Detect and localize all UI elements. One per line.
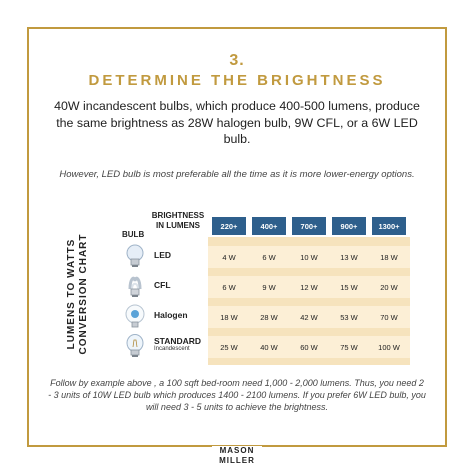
table-cell: 60 W [300, 343, 318, 352]
conversion-table [208, 237, 410, 365]
chart-side-title-line2: CONVERSION CHART [78, 233, 89, 355]
chart-side-title-line1: LUMENS TO WATTS [66, 238, 77, 350]
brightness-header-line2: IN LUMENS [156, 221, 200, 230]
table-row [208, 336, 410, 358]
lumens-column-header: 1300+ [372, 217, 406, 235]
table-cell: 20 W [380, 283, 398, 292]
bulb-label-cfl: CFL [154, 280, 171, 290]
table-cell: 28 W [260, 313, 278, 322]
table-cell: 6 W [222, 283, 236, 292]
note-paragraph: However, LED bulb is most preferable all… [59, 169, 415, 180]
bulb-label-standard: STANDARD Incandescent [154, 336, 201, 352]
table-row [208, 246, 410, 268]
bulb-label-standard-text: STANDARD [154, 336, 202, 346]
led-bulb-icon [126, 244, 144, 267]
bulb-column-header: BULB [122, 230, 145, 239]
table-cell: 100 W [378, 343, 400, 352]
logo-line1: MASON [219, 446, 255, 455]
brightness-header-line1: BRIGHTNESS [151, 211, 205, 220]
table-cell: 40 W [260, 343, 278, 352]
table-cell: 9 W [262, 283, 276, 292]
table-cell: 25 W [220, 343, 238, 352]
lumens-column-header: 900+ [332, 217, 366, 235]
table-cell: 15 W [340, 283, 358, 292]
table-cell: 6 W [262, 253, 276, 262]
table-cell: 18 W [220, 313, 238, 322]
table-cell: 10 W [300, 253, 318, 262]
table-row [208, 306, 410, 328]
table-cell: 75 W [340, 343, 358, 352]
chart-side-title: LUMENS TO WATTS CONVERSION CHART [54, 228, 102, 360]
table-cell: 12 W [300, 283, 318, 292]
step-number: 3. [229, 52, 245, 69]
brand-logo: MASON MILLER [212, 446, 262, 474]
table-row [208, 276, 410, 298]
logo-line2: MILLER [219, 456, 255, 465]
table-cell: 70 W [380, 313, 398, 322]
halogen-bulb-icon [125, 304, 145, 328]
table-cell: 4 W [222, 253, 236, 262]
table-cell: 18 W [380, 253, 398, 262]
table-cell: 42 W [300, 313, 318, 322]
incandescent-bulb-icon [126, 334, 144, 357]
bulb-label-halogen: Halogen [154, 310, 188, 320]
bulb-label-led: LED [154, 250, 171, 260]
table-cell: 13 W [340, 253, 358, 262]
lumens-column-header: 700+ [292, 217, 326, 235]
brightness-header: BRIGHTNESS IN LUMENS [146, 211, 210, 231]
section-title: DETERMINE THE BRIGHTNESS [88, 72, 386, 89]
lumens-column-header: 400+ [252, 217, 286, 235]
intro-paragraph: 40W incandescent bulbs, which produce 40… [54, 99, 420, 146]
example-footnote: Follow by example above , a 100 sqft bed… [48, 378, 426, 412]
table-cell: 53 W [340, 313, 358, 322]
cfl-bulb-icon [128, 276, 142, 297]
bulb-sublabel-incandescent: Incandescent [154, 346, 190, 352]
lumens-column-header: 220+ [212, 217, 246, 235]
